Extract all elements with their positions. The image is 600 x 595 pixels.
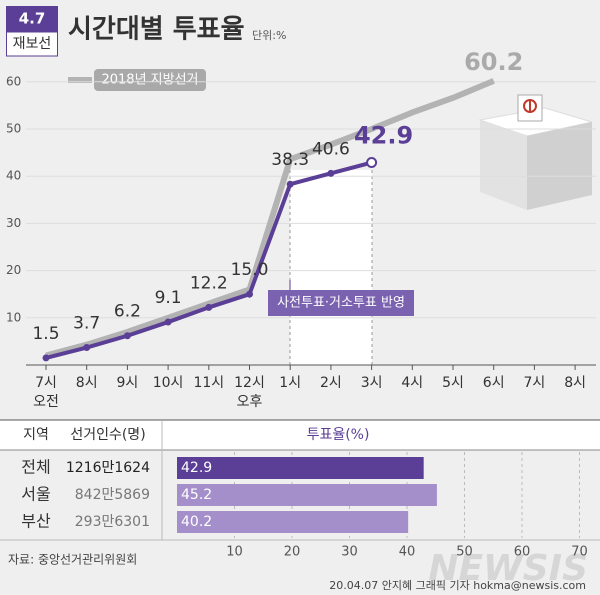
x-tick-label: 40 xyxy=(399,545,416,560)
badge-top xyxy=(6,6,58,32)
value-label: 40.6 xyxy=(312,139,350,159)
x-tick-label: 60 xyxy=(514,545,531,560)
bar xyxy=(177,457,424,479)
table-header-bg xyxy=(0,420,600,450)
annotation: 사전투표·거소투표 반영 xyxy=(277,296,405,311)
row-label: 부산 xyxy=(21,512,51,531)
badge-text: 4.7 xyxy=(19,10,46,28)
legend-box xyxy=(94,69,206,91)
electors: 293만6301 xyxy=(75,514,150,530)
electors: 1216만1624 xyxy=(66,460,150,476)
source: 자료: 중앙선거관리위원회 xyxy=(8,553,137,567)
bar xyxy=(177,484,437,506)
chart-title: 시간대별 투표율 xyxy=(68,15,245,45)
y-tick-label: 10 xyxy=(6,310,21,324)
electors: 842만5869 xyxy=(75,487,150,503)
x-tick-label: 7시 xyxy=(35,375,57,391)
x-tick-label: 7시 xyxy=(524,375,546,391)
row-label: 전체 xyxy=(21,458,50,477)
table-header: 선거인수(명) xyxy=(70,427,145,443)
x-tick-label: 4시 xyxy=(401,375,423,391)
point xyxy=(205,303,213,311)
series-line xyxy=(45,78,495,359)
bar-value: 42.9 xyxy=(181,460,212,476)
point xyxy=(366,157,378,169)
value-label: 3.7 xyxy=(73,314,100,334)
x-tick-label: 3시 xyxy=(361,375,383,391)
x-tick-label: 6시 xyxy=(483,375,505,391)
point xyxy=(42,354,50,362)
unit: 단위:% xyxy=(252,29,286,42)
point xyxy=(164,318,172,326)
highlight-area xyxy=(290,170,372,365)
bar-value: 40.2 xyxy=(181,514,212,530)
y-tick-label: 30 xyxy=(6,216,21,230)
bar xyxy=(177,511,409,533)
x-tick-label: 11시 xyxy=(193,375,224,391)
value-label: 1.5 xyxy=(32,324,59,344)
y-tick-label: 50 xyxy=(6,122,21,136)
watermark: NEWSIS xyxy=(428,548,588,589)
x-tick-label: 8시 xyxy=(76,375,98,391)
x-tick-label: 20 xyxy=(284,545,301,560)
x-tick-label: 9시 xyxy=(117,375,139,391)
x-tick-label: 5시 xyxy=(442,375,464,391)
value-label: 15.0 xyxy=(231,260,269,280)
x-tick-label: 70 xyxy=(571,545,588,560)
annotation-box xyxy=(268,290,414,316)
value-label: 42.9 xyxy=(354,122,413,150)
point xyxy=(286,180,294,188)
x-tick-label: 30 xyxy=(341,545,358,560)
y-tick-label: 60 xyxy=(6,74,21,88)
value-label: 6.2 xyxy=(114,302,141,322)
point xyxy=(246,290,253,298)
table-header: 투표율(%) xyxy=(307,427,370,443)
row-label: 서울 xyxy=(21,485,50,504)
value-label: 38.3 xyxy=(271,150,309,170)
x-tick-label: 10 xyxy=(226,545,243,560)
x-tick-label: 10시 xyxy=(153,375,184,391)
badge-bottom xyxy=(6,31,58,57)
badge-text: 재보선 xyxy=(13,36,52,52)
table-header: 지역 xyxy=(23,427,49,443)
x-tick-sublabel: 오전 xyxy=(33,394,59,410)
value-label: 60.2 xyxy=(464,48,523,76)
y-tick-label: 40 xyxy=(6,169,21,183)
point xyxy=(83,344,91,352)
x-tick-sublabel: 오후 xyxy=(237,394,263,410)
point xyxy=(327,169,335,177)
bar-value: 45.2 xyxy=(181,487,212,503)
x-tick-label: 50 xyxy=(456,545,473,560)
legend-label: 2018년 지방선거 xyxy=(101,73,198,88)
x-tick-label: 8시 xyxy=(564,375,586,391)
credit: 20.04.07 안지혜 그래픽 기자 hokma@newsis.com xyxy=(329,579,586,592)
x-tick-label: 1시 xyxy=(279,375,301,391)
point xyxy=(123,332,131,340)
value-label: 12.2 xyxy=(190,273,228,293)
x-tick-label: 2시 xyxy=(320,375,342,391)
value-label: 9.1 xyxy=(155,288,182,308)
x-tick-label: 12시 xyxy=(234,375,265,391)
y-tick-label: 20 xyxy=(6,263,21,277)
